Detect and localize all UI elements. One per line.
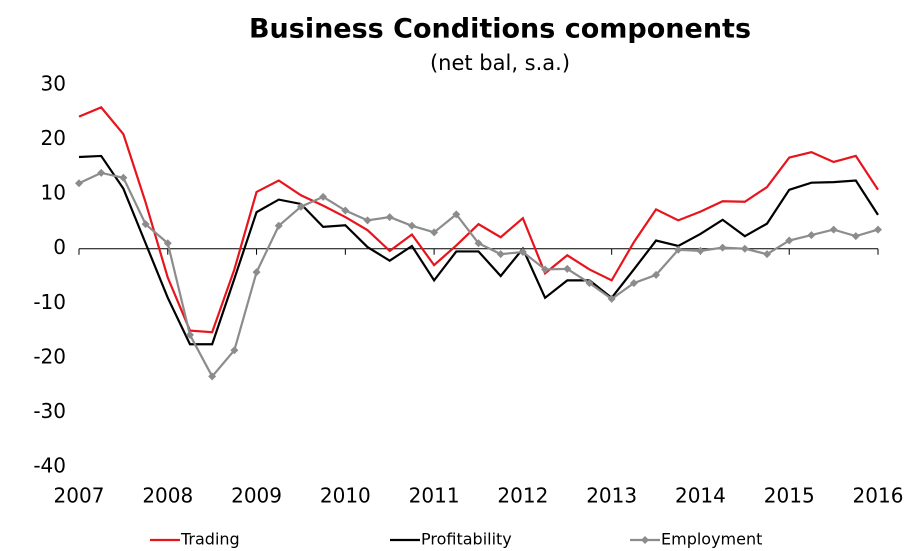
series-line xyxy=(78,106,879,334)
point xyxy=(674,245,683,254)
y-tick-label: 10 xyxy=(41,181,66,205)
point xyxy=(430,228,439,237)
point xyxy=(185,330,194,339)
x-tick-label: 2008 xyxy=(142,484,193,508)
point xyxy=(718,243,727,252)
y-tick-label: 20 xyxy=(41,126,66,150)
point xyxy=(452,210,461,219)
legend-marker xyxy=(641,536,649,544)
point xyxy=(163,239,172,248)
point xyxy=(518,247,527,256)
point xyxy=(474,239,483,248)
x-tick-label: 2016 xyxy=(853,484,904,508)
point xyxy=(563,264,572,273)
point xyxy=(652,270,661,279)
legend-label: Profitability xyxy=(421,530,512,549)
point xyxy=(585,279,594,288)
x-tick-label: 2010 xyxy=(320,484,371,508)
series-line xyxy=(78,154,879,346)
point xyxy=(874,225,882,234)
point xyxy=(75,179,83,188)
legend-label: Trading xyxy=(180,530,240,549)
point xyxy=(763,250,772,259)
y-tick-label: -10 xyxy=(33,290,66,314)
y-tick-label: 0 xyxy=(53,235,66,259)
point xyxy=(119,173,128,182)
x-tick-label: 2011 xyxy=(409,484,460,508)
x-tick-label: 2015 xyxy=(764,484,815,508)
point xyxy=(496,250,505,259)
point xyxy=(851,232,860,241)
y-tick-label: -40 xyxy=(33,454,66,478)
point xyxy=(807,231,816,240)
point xyxy=(296,202,305,211)
point xyxy=(319,192,328,201)
point xyxy=(829,225,838,234)
y-tick-label: -30 xyxy=(33,399,66,423)
x-tick-label: 2013 xyxy=(586,484,637,508)
point xyxy=(629,279,638,288)
point xyxy=(274,221,283,230)
point xyxy=(97,168,106,177)
point xyxy=(141,220,150,229)
point xyxy=(541,265,550,274)
series-line xyxy=(78,171,879,379)
x-tick-label: 2009 xyxy=(231,484,282,508)
x-tick-label: 2012 xyxy=(497,484,548,508)
chart-subtitle: (net bal, s.a.) xyxy=(430,51,570,75)
point xyxy=(363,216,372,225)
point xyxy=(785,236,794,245)
point xyxy=(252,268,261,277)
point xyxy=(208,372,217,381)
x-tick-label: 2014 xyxy=(675,484,726,508)
point xyxy=(230,346,239,355)
point xyxy=(341,206,350,215)
y-tick-label: 30 xyxy=(41,72,66,96)
y-tick-label: -20 xyxy=(33,344,66,368)
x-tick-label: 2007 xyxy=(54,484,105,508)
point xyxy=(740,244,749,253)
point xyxy=(696,246,705,255)
point xyxy=(385,213,394,222)
point xyxy=(607,294,616,303)
chart-title: Business Conditions components xyxy=(249,14,751,45)
point xyxy=(407,221,416,230)
legend-label: Employment xyxy=(661,530,762,549)
